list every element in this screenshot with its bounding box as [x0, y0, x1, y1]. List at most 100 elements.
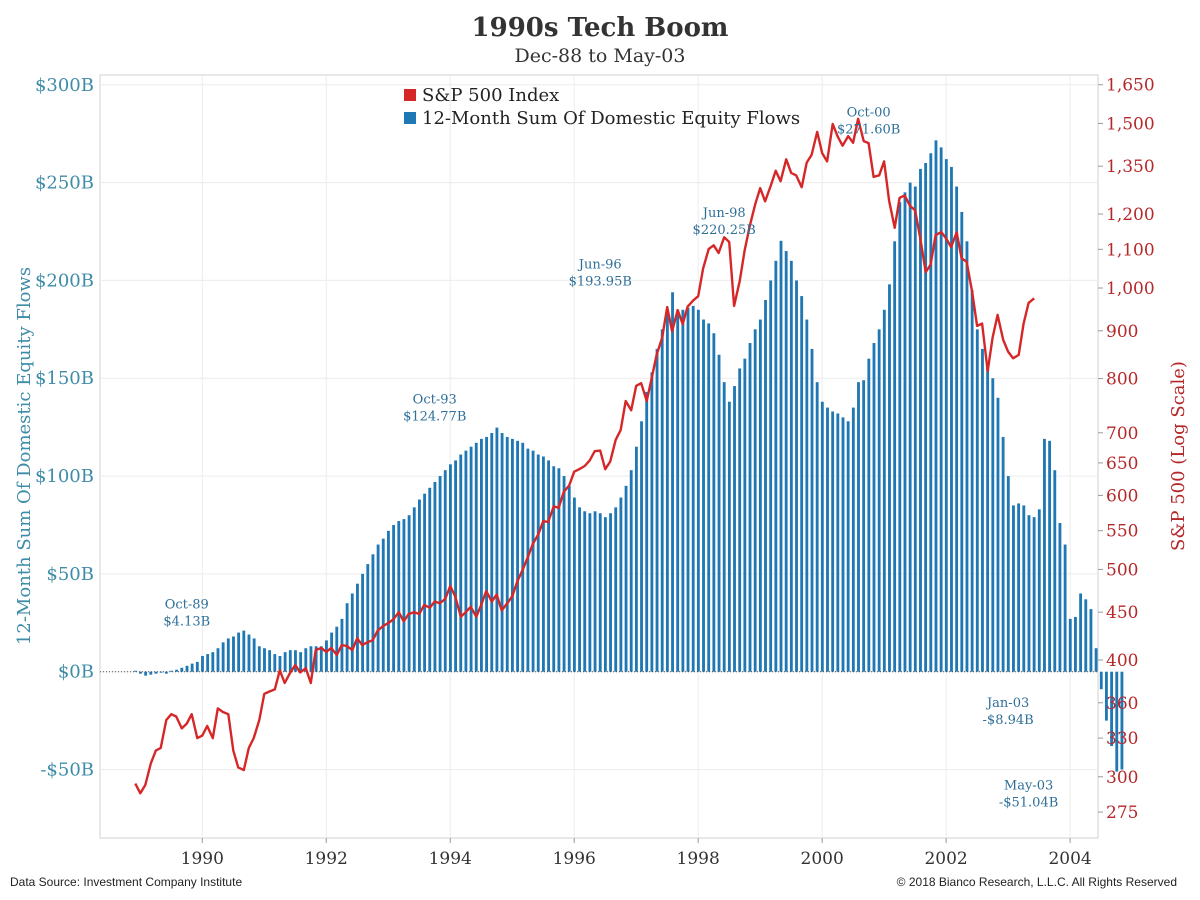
flow-bar	[841, 417, 845, 672]
flow-bar	[381, 538, 385, 672]
flow-bar	[810, 348, 814, 672]
chart-subtitle: Dec-88 to May-03	[515, 45, 686, 67]
flow-bar	[583, 511, 587, 672]
x-axis-ticks: 1990 1992 1994 1996 1998 2000 2002 2004	[181, 838, 1092, 869]
flow-bar	[562, 476, 566, 672]
flow-bar	[490, 433, 494, 672]
annotation-date: Oct-93	[413, 393, 457, 408]
flow-bar	[955, 186, 959, 672]
flow-bar	[1115, 671, 1119, 772]
flow-bar	[774, 260, 778, 672]
flow-bar	[309, 646, 313, 672]
annotation-date: Jun-96	[577, 257, 622, 272]
flow-bar	[252, 638, 256, 672]
flow-bar	[567, 485, 571, 672]
flow-bar	[149, 671, 153, 675]
y-tick-right: 1,500	[1106, 114, 1155, 134]
flow-bar	[743, 358, 747, 672]
flow-bar	[170, 670, 173, 672]
flow-bar	[779, 240, 783, 672]
flow-bar	[407, 515, 411, 672]
flow-bar	[428, 487, 432, 672]
flow-bar	[712, 333, 716, 672]
flow-bar	[748, 343, 752, 672]
flow-bar	[1012, 505, 1015, 672]
sp500-line	[134, 117, 1035, 795]
flow-bar	[758, 319, 762, 672]
flow-bar	[753, 329, 757, 672]
flow-bar	[846, 421, 850, 672]
flow-bar	[588, 513, 592, 672]
y-axis-right-ticks: 1,650 1,500 1,350 1,200 1,100 1,000 900 800 700 6…	[1098, 76, 1155, 823]
y-tick-right: 800	[1106, 370, 1138, 390]
flow-bar	[836, 413, 840, 672]
flow-bar	[485, 436, 488, 672]
flow-bar	[717, 354, 721, 672]
flow-bar	[454, 460, 458, 672]
flow-bar	[1074, 616, 1077, 672]
flow-bar	[1001, 436, 1005, 672]
flow-bar	[474, 442, 478, 672]
flow-bar	[366, 564, 370, 672]
flow-bar	[898, 202, 902, 672]
flow-bar	[996, 397, 1000, 672]
flow-bar	[1120, 671, 1124, 770]
flow-bar	[805, 319, 809, 672]
flow-bar	[273, 654, 277, 672]
y-tick-left: $50B	[46, 564, 94, 585]
flow-bar	[211, 652, 215, 672]
flow-bar	[557, 468, 561, 672]
legend-swatch-flows	[404, 112, 416, 124]
flow-bar	[1053, 470, 1057, 672]
flow-bar	[464, 450, 468, 672]
x-tick: 1998	[677, 849, 720, 869]
flow-bar	[505, 436, 509, 672]
flow-bar	[764, 299, 767, 672]
flow-bar	[469, 446, 473, 672]
y-tick-right: 300	[1106, 768, 1138, 788]
flow-bar	[216, 648, 220, 672]
flow-bar	[190, 663, 194, 672]
flow-bar	[1094, 648, 1098, 672]
flow-bar	[221, 642, 225, 672]
legend-swatch-sp500	[404, 89, 416, 101]
annotations: Oct-89 $4.13B Oct-93 $124.77B Jun-96 $193.95B…	[163, 105, 1058, 810]
flow-bar	[960, 211, 964, 672]
flow-bar	[681, 309, 685, 672]
flow-bar	[206, 654, 210, 672]
flow-bar	[857, 382, 860, 672]
flow-bar	[913, 186, 917, 672]
flow-bar	[1043, 438, 1046, 672]
flow-bar	[402, 519, 406, 672]
flow-bar	[480, 438, 483, 672]
y-tick-left: $250B	[35, 173, 94, 194]
flow-bar	[660, 329, 664, 672]
flow-bar	[175, 669, 179, 672]
flow-bar	[299, 652, 303, 672]
y-tick-right: 700	[1106, 424, 1138, 444]
flow-bar	[991, 378, 995, 672]
chart-title: 1990s Tech Boom	[472, 13, 729, 43]
flow-bar	[180, 667, 184, 672]
annotation-date: Jun-98	[701, 206, 746, 221]
flow-bar	[924, 163, 928, 672]
flow-bar	[619, 497, 623, 672]
flow-bar	[593, 511, 597, 672]
flow-bar	[536, 454, 540, 672]
x-tick: 1992	[305, 849, 348, 869]
y-tick-right: 550	[1106, 522, 1138, 542]
flow-bar	[516, 440, 519, 672]
flow-bar	[387, 530, 390, 672]
flow-bar	[696, 309, 700, 672]
flow-bar	[412, 507, 416, 672]
annotation-value: -$8.94B	[983, 713, 1034, 728]
legend: S&P 500 Index 12-Month Sum Of Domestic E…	[404, 85, 800, 129]
flow-bar	[226, 638, 230, 672]
flow-bar	[665, 309, 669, 672]
legend-label-flows: 12-Month Sum Of Domestic Equity Flows	[422, 108, 800, 129]
y-tick-right: 650	[1106, 454, 1138, 474]
flow-bar	[392, 524, 396, 672]
flow-bar	[1058, 523, 1062, 672]
flow-bar	[676, 309, 680, 672]
flow-bar	[268, 650, 272, 672]
